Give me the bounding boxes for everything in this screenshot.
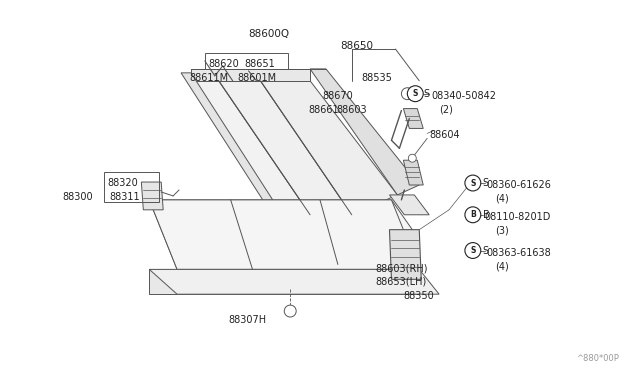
Text: 08363-61638: 08363-61638 [487,247,552,257]
Text: 88307H: 88307H [228,315,267,325]
Polygon shape [191,69,310,81]
Text: S: S [483,178,489,188]
Circle shape [407,86,423,102]
Text: 88350: 88350 [403,291,434,301]
Text: ^880*00P: ^880*00P [577,354,620,363]
Circle shape [408,154,416,162]
Polygon shape [149,269,439,294]
Text: 88650: 88650 [340,41,373,51]
Text: 88603: 88603 [336,105,367,115]
Text: 88670: 88670 [322,91,353,101]
Circle shape [465,175,481,191]
Text: 88603(RH): 88603(RH) [376,263,428,273]
Polygon shape [260,81,397,215]
Polygon shape [403,160,423,185]
Text: 88620: 88620 [209,59,239,69]
Text: S: S [470,246,476,255]
Text: S: S [413,89,418,98]
Text: 88661: 88661 [308,105,339,115]
Text: 88600Q: 88600Q [248,29,290,39]
Circle shape [465,207,481,223]
Text: S: S [423,89,429,99]
Circle shape [465,243,481,259]
Polygon shape [149,269,419,294]
Text: 88535: 88535 [362,73,392,83]
Circle shape [401,88,413,100]
Polygon shape [390,230,421,279]
Text: (4): (4) [495,262,508,272]
Bar [104,172,159,202]
Text: 88320: 88320 [108,178,138,188]
Polygon shape [149,200,419,269]
Text: (3): (3) [495,226,508,236]
Bar [205,53,288,69]
Polygon shape [403,109,423,128]
Polygon shape [141,182,163,210]
Text: 88653(LH): 88653(LH) [376,276,427,286]
Polygon shape [191,81,310,215]
Polygon shape [310,69,419,195]
Text: S: S [470,179,476,187]
Text: 88604: 88604 [429,131,460,140]
Text: 88611M: 88611M [189,73,228,83]
Text: 08360-61626: 08360-61626 [487,180,552,190]
Text: 88300: 88300 [62,192,93,202]
Polygon shape [219,81,352,215]
Text: 88311: 88311 [109,192,140,202]
Text: (4): (4) [495,194,508,204]
Text: 88601M: 88601M [237,73,276,83]
Polygon shape [390,195,429,215]
Text: B: B [470,210,476,219]
Polygon shape [149,200,419,269]
Text: 88651: 88651 [244,59,275,69]
Circle shape [284,305,296,317]
Text: (2): (2) [439,105,453,115]
Text: S: S [483,246,489,256]
Text: 08340-50842: 08340-50842 [431,91,496,101]
Polygon shape [181,73,282,215]
Text: 08110-8201D: 08110-8201D [484,212,551,222]
Text: B: B [483,210,490,220]
